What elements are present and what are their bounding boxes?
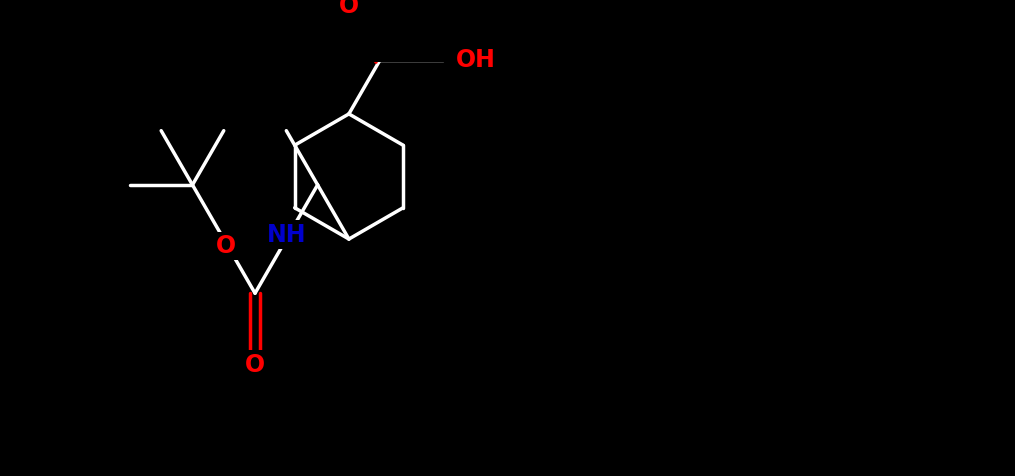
Text: OH: OH [456, 48, 495, 72]
Text: NH: NH [267, 223, 307, 247]
Text: O: O [339, 0, 359, 18]
Text: O: O [245, 353, 265, 377]
Text: O: O [215, 234, 235, 258]
